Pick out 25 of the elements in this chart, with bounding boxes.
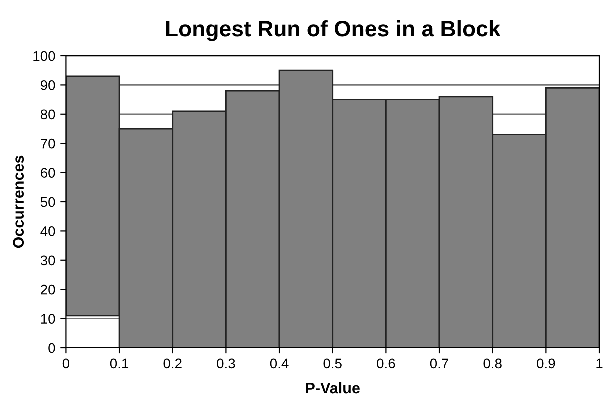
x-tick-label: 0.6 [377,358,396,369]
y-tick-label: 100 [34,51,56,62]
chart-title: Longest Run of Ones in a Block [166,20,501,42]
x-tick-label: 0.3 [217,358,236,369]
x-tick-label: 0.8 [484,358,502,369]
y-tick-label: 50 [40,197,56,208]
y-axis-title: Occurrences [13,156,24,248]
y-tick-label: 90 [40,80,56,90]
y-tick-label: 80 [40,110,56,120]
y-tick-label: 20 [41,284,56,295]
x-tick-label: 0.7 [430,358,448,369]
x-tick-label: 0.1 [110,358,129,369]
y-tick-label: 40 [40,226,56,236]
x-tick-label: 0.9 [537,358,556,369]
y-tick-label: 0 [48,343,56,354]
y-tick-label: 30 [40,256,56,266]
x-tick-label: 1 [596,358,603,368]
x-tick-label: 0.4 [270,358,289,369]
x-axis-title: P-Value [306,382,360,394]
y-tick-label: 10 [41,314,56,324]
x-tick-label: 0.2 [164,358,182,369]
y-tick-label: 60 [41,168,56,178]
y-tick-label: 70 [41,138,56,149]
x-tick-label: 0 [62,358,70,369]
x-tick-label: 0.5 [324,358,342,369]
